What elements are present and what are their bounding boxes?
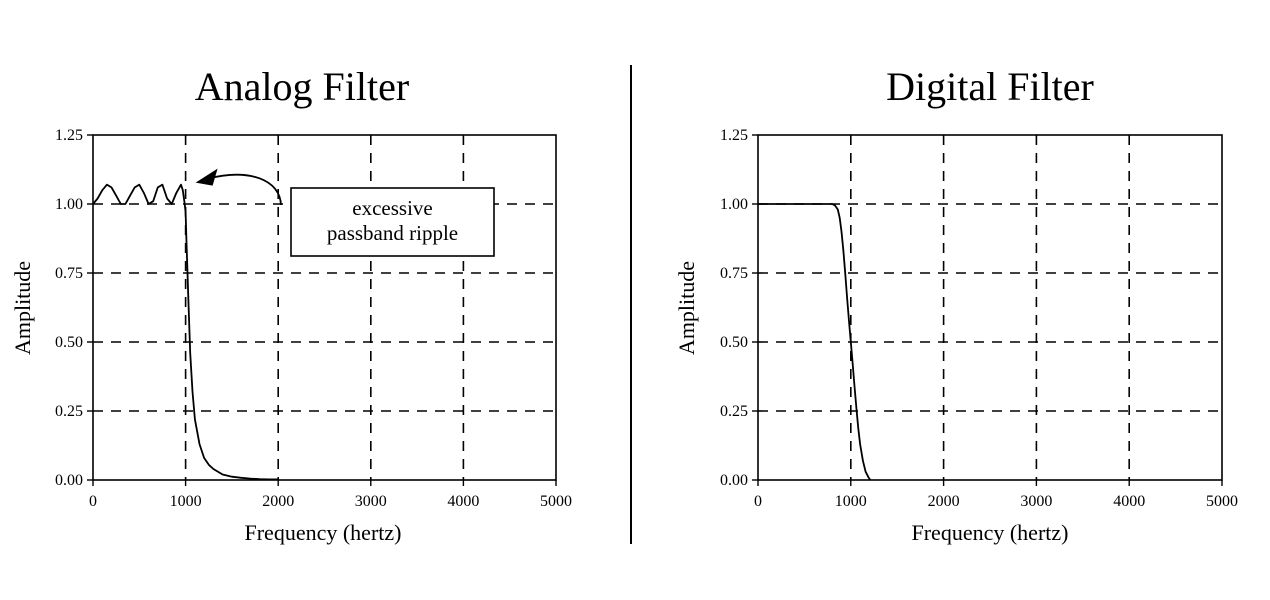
x-tick-label: 4000 [1113,493,1145,510]
annotation-text: excessive [352,196,432,220]
x-tick-label: 1000 [835,493,867,510]
x-tick-label: 5000 [540,493,572,510]
y-tick-label: 0.75 [55,265,83,282]
x-tick-label: 1000 [170,493,202,510]
series-line [758,203,872,481]
y-tick-label: 1.25 [720,127,748,144]
y-tick-label: 1.00 [55,196,83,213]
chart-title: Analog Filter [195,64,409,109]
y-axis-label: Amplitude [10,261,35,355]
y-axis-label: Amplitude [674,261,699,355]
annotation-box [290,187,495,257]
chart-title: Digital Filter [886,64,1094,109]
analog-filter-chart: Analog Filter 0.00 0.25 0.50 0.75 1.00 1.25 0 10… [10,64,572,545]
series-line [92,183,279,481]
y-tick-label: 0.25 [55,403,83,420]
digital-filter-chart: Digital Filter 0.00 0.25 0.50 0.75 1.00 1.25 0 1… [674,64,1238,545]
y-tick-label: 0.75 [720,265,748,282]
x-tick-label: 0 [754,493,762,510]
plot-frame [92,134,557,481]
x-tick-label: 3000 [1020,493,1052,510]
y-tick-label: 0.50 [55,334,83,351]
annotation-arrowhead [195,168,218,186]
y-tick-label: 1.00 [720,196,748,213]
x-axis-label: Frequency (hertz) [245,520,402,545]
x-axis-label: Frequency (hertz) [912,520,1069,545]
y-tick-label: 0.00 [720,472,748,489]
x-tick-label: 3000 [355,493,387,510]
annotation-arrow [207,173,282,206]
x-tick-label: 2000 [928,493,960,510]
x-tick-label: 5000 [1206,493,1238,510]
x-tick-label: 0 [89,493,97,510]
y-tick-label: 1.25 [55,127,83,144]
x-tick-label: 4000 [447,493,479,510]
y-tick-label: 0.00 [55,472,83,489]
plot-frame [757,134,1223,481]
y-tick-label: 0.25 [720,403,748,420]
y-tick-label: 0.50 [720,334,748,351]
x-tick-label: 2000 [262,493,294,510]
annotation-text: passband ripple [327,221,458,245]
